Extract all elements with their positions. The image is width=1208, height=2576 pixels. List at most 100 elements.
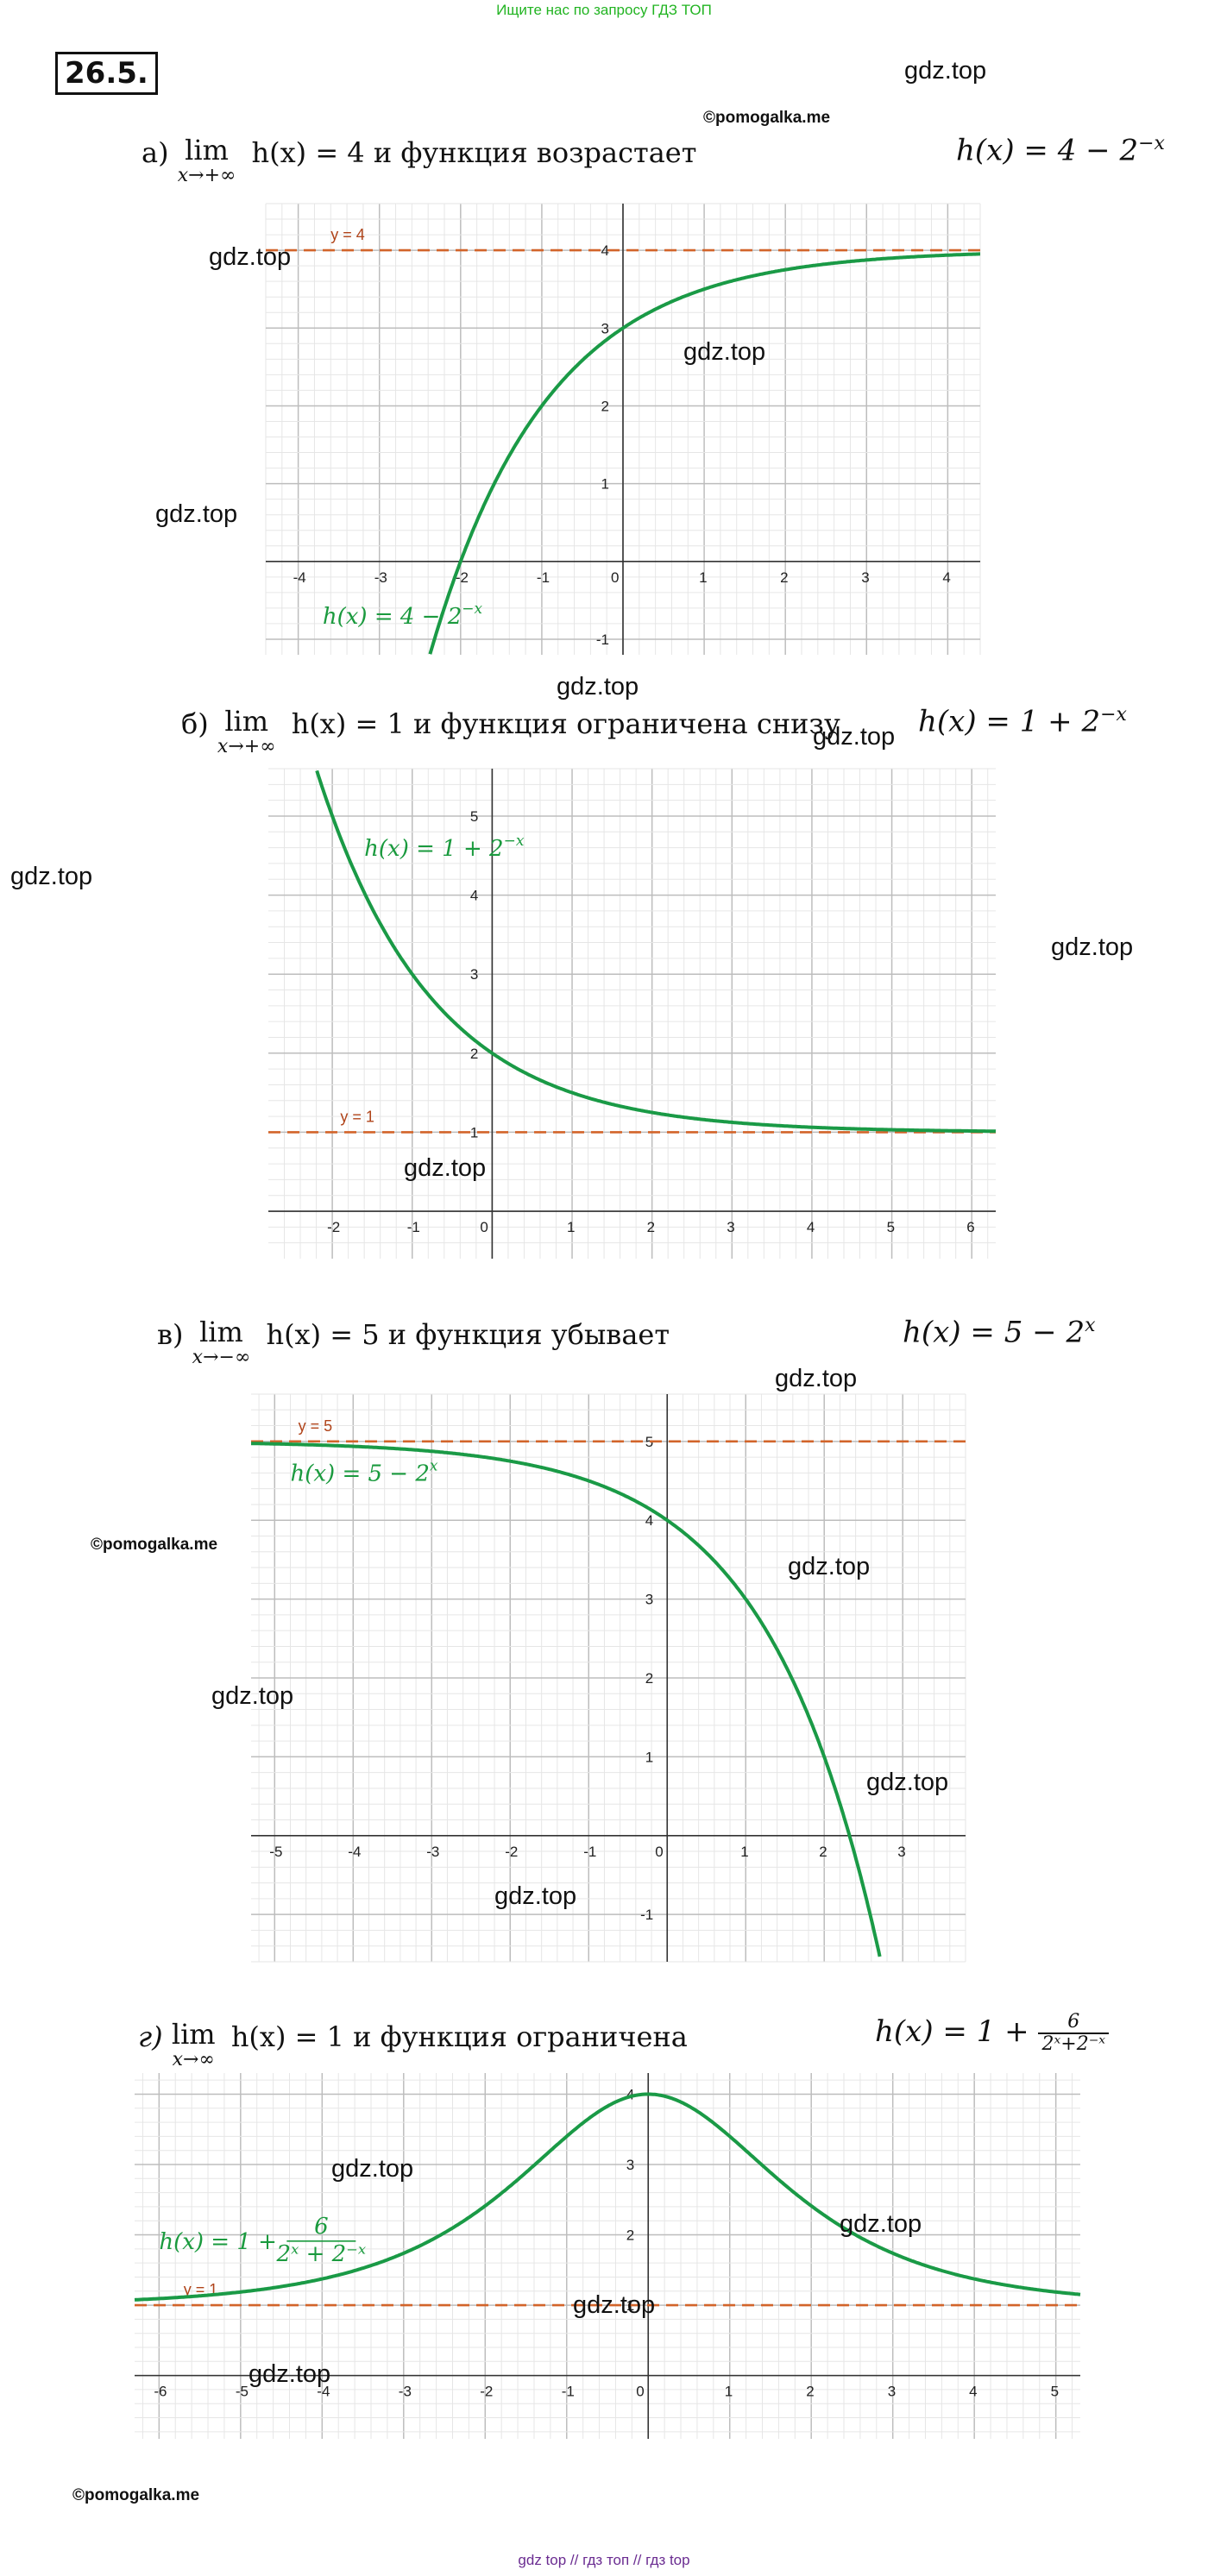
x-tick-label: 2 bbox=[780, 569, 788, 586]
watermark: gdz.top bbox=[573, 2291, 656, 2319]
asymptote-label: y = 4 bbox=[330, 226, 365, 243]
part-a-formula-base: h(x) = 4 − 2 bbox=[956, 133, 1139, 168]
x-tick-label: -2 bbox=[505, 1844, 518, 1860]
x-tick-label: -1 bbox=[583, 1844, 596, 1860]
x-tick-label: 0 bbox=[611, 569, 619, 586]
curve-label-frac-den: 2ˣ + 2⁻ˣ bbox=[276, 2241, 367, 2267]
part-c-limit: lim x→−∞ bbox=[192, 1316, 251, 1368]
watermark: gdz.top bbox=[788, 1553, 871, 1580]
function-curve bbox=[251, 1442, 882, 1957]
x-tick-label: -1 bbox=[562, 2384, 575, 2400]
curve-label: h(x) = 5 − 2x bbox=[290, 1458, 437, 1487]
watermark: gdz.top bbox=[10, 863, 93, 890]
x-tick-label: 2 bbox=[647, 1219, 655, 1235]
y-tick-label: 2 bbox=[470, 1046, 478, 1062]
part-c-formula-exp: x bbox=[1085, 1315, 1096, 1336]
copyright-mark: ©pomogalka.me bbox=[91, 1536, 218, 1554]
x-tick-label: 3 bbox=[888, 2384, 896, 2400]
part-b-formula-base: h(x) = 1 + 2 bbox=[918, 704, 1101, 739]
x-tick-label: 5 bbox=[1051, 2384, 1059, 2400]
part-c-formula: h(x) = 5 − 2x bbox=[903, 1315, 1096, 1349]
y-tick-label: 4 bbox=[470, 888, 478, 904]
x-tick-label: -1 bbox=[407, 1219, 420, 1235]
x-tick-label: 3 bbox=[727, 1219, 734, 1235]
graph-b: -2 -1 0 1 2 3 4 5 6 1 2 3 4 5 y = 1 h(x) = 1 + 2−x bbox=[268, 768, 997, 1259]
part-b-heading: б) lim x→+∞ h(x) = 1 и функция ограничена… bbox=[181, 707, 840, 757]
asymptote-label: y = 5 bbox=[299, 1417, 333, 1435]
function-curve bbox=[315, 770, 997, 1134]
x-tick-label: -2 bbox=[327, 1219, 340, 1235]
x-tick-label: -5 bbox=[236, 2384, 249, 2400]
part-d-letter: г) bbox=[138, 2020, 163, 2053]
x-tick-label: 0 bbox=[480, 1219, 488, 1235]
part-c-limit-sub: x→−∞ bbox=[192, 1347, 251, 1368]
x-tick-label: 1 bbox=[699, 569, 707, 586]
part-d-formula: h(x) = 1 + 6 2ˣ+2⁻ˣ bbox=[875, 2011, 1110, 2055]
x-tick-label: -3 bbox=[426, 1844, 439, 1860]
part-a-limit: lim x→+∞ bbox=[177, 134, 236, 186]
part-b-formula: h(x) = 1 + 2−x bbox=[918, 704, 1127, 738]
x-tick-label: -2 bbox=[456, 569, 469, 586]
part-c-formula-base: h(x) = 5 − 2 bbox=[903, 1315, 1085, 1350]
watermark: gdz.top bbox=[209, 243, 292, 271]
y-tick-label: 3 bbox=[601, 320, 609, 336]
part-d-formula-base: h(x) = 1 + bbox=[875, 2014, 1039, 2050]
part-b-letter: б) bbox=[181, 707, 209, 740]
x-tick-label: 5 bbox=[887, 1219, 895, 1235]
y-tick-label: 1 bbox=[645, 1749, 653, 1765]
curve-label: h(x) = 4 − 2−x bbox=[323, 600, 483, 630]
part-c-letter: в) bbox=[157, 1318, 184, 1351]
x-tick-label: 1 bbox=[740, 1844, 748, 1860]
y-tick-label: 4 bbox=[645, 1512, 653, 1529]
watermark: gdz.top bbox=[494, 1882, 577, 1910]
graph-d: -6-5-4-3-2-10123451234y = 1h(x) = 1 + 62… bbox=[134, 2073, 1081, 2439]
part-c-condition: h(x) = 5 и функция убывает bbox=[257, 1318, 670, 1351]
x-tick-label: -5 bbox=[269, 1844, 282, 1860]
y-tick-label: 4 bbox=[626, 2086, 634, 2102]
asymptote-label: y = 1 bbox=[340, 1108, 374, 1125]
part-b-limit-sub: x→+∞ bbox=[217, 736, 276, 757]
graph-c: -5 -4 -3 -2 -1 0 1 2 3 -1 1 2 3 4 5 y = 5 h(x) = 5 − 2x bbox=[251, 1393, 966, 1963]
watermark: gdz.top bbox=[211, 1682, 294, 1710]
x-tick-label: 4 bbox=[942, 569, 950, 586]
part-d-limit-sub: x→∞ bbox=[172, 2049, 215, 2070]
x-tick-label: 2 bbox=[819, 1844, 827, 1860]
copyright-mark: ©pomogalka.me bbox=[703, 109, 831, 127]
part-a-condition: h(x) = 4 и функция возрастает bbox=[242, 136, 697, 169]
part-a-formula: h(x) = 4 − 2−x bbox=[956, 133, 1165, 167]
watermark: gdz.top bbox=[683, 338, 766, 366]
function-curve bbox=[134, 2092, 1081, 2302]
part-d-frac-num: 6 bbox=[1038, 2011, 1110, 2035]
watermark: gdz.top bbox=[775, 1365, 858, 1392]
top-search-link[interactable]: Ищите нас по запросу ГДЗ ТОП bbox=[496, 2, 712, 18]
x-tick-label: 6 bbox=[966, 1219, 974, 1235]
x-tick-label: 2 bbox=[806, 2384, 814, 2400]
y-tick-label: 2 bbox=[645, 1670, 653, 1687]
x-tick-label: -4 bbox=[348, 1844, 361, 1860]
watermark: gdz.top bbox=[904, 57, 987, 85]
watermark: gdz.top bbox=[155, 500, 238, 528]
x-tick-label: 4 bbox=[969, 2384, 977, 2400]
x-tick-label: -3 bbox=[374, 569, 387, 586]
x-tick-label: 3 bbox=[861, 569, 869, 586]
part-d-formula-fraction: 6 2ˣ+2⁻ˣ bbox=[1038, 2011, 1110, 2055]
bottom-links[interactable]: gdz top // гдз топ // гдз top bbox=[518, 2552, 690, 2568]
curve-label: h(x) = 1 + 2−x bbox=[364, 832, 525, 862]
y-tick-label: 2 bbox=[601, 398, 609, 414]
watermark: gdz.top bbox=[404, 1154, 487, 1182]
part-d-limit: lim x→∞ bbox=[171, 2018, 216, 2070]
x-tick-label: 1 bbox=[567, 1219, 575, 1235]
watermark: gdz.top bbox=[557, 673, 639, 701]
x-tick-label: 3 bbox=[897, 1844, 905, 1860]
part-a-limit-sub: x→+∞ bbox=[177, 165, 236, 186]
x-tick-label: 4 bbox=[807, 1219, 815, 1235]
x-tick-label: 1 bbox=[725, 2384, 733, 2400]
x-tick-label: -1 bbox=[537, 569, 550, 586]
watermark: gdz.top bbox=[813, 723, 896, 751]
part-b-condition: h(x) = 1 и функция ограничена снизу bbox=[282, 707, 840, 740]
y-tick-label: 5 bbox=[470, 808, 478, 825]
x-tick-label: 0 bbox=[636, 2384, 644, 2400]
x-tick-label: -2 bbox=[480, 2384, 493, 2400]
problem-number: 26.5. bbox=[55, 52, 158, 95]
grid bbox=[268, 768, 996, 1259]
